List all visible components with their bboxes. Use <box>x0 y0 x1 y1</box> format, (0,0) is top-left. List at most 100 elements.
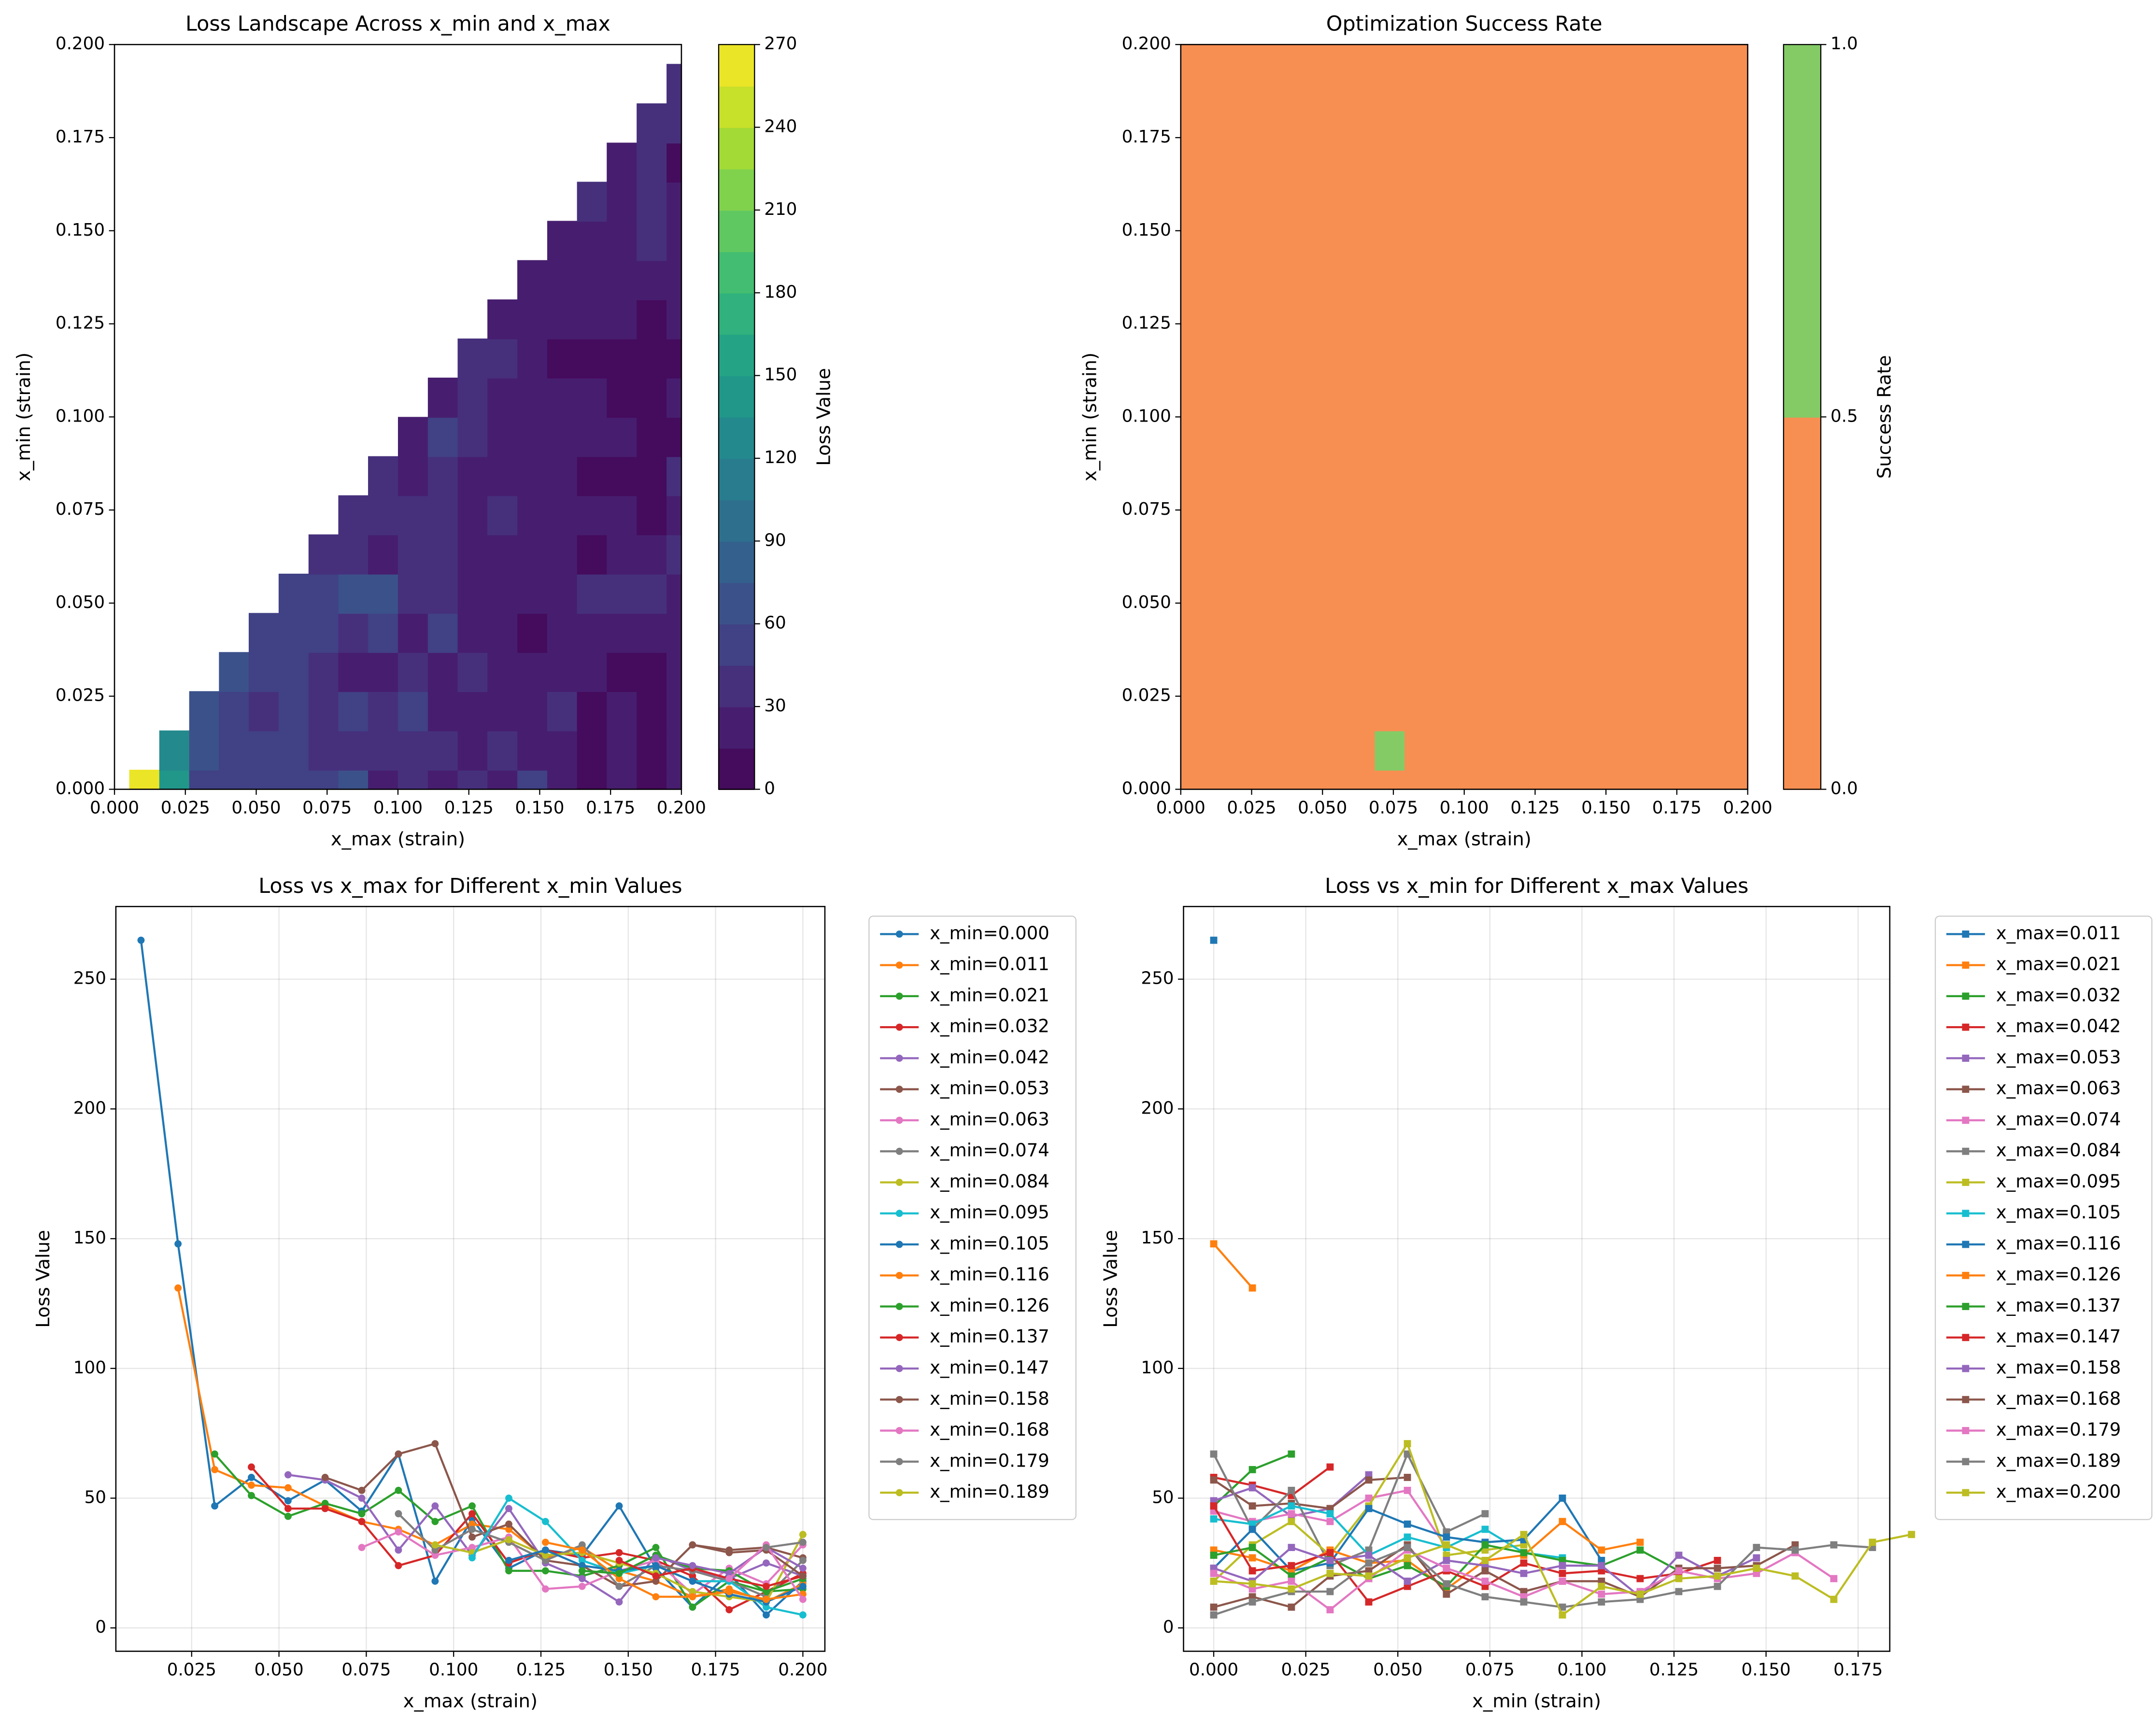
contour-cell <box>667 691 681 732</box>
contour-cell <box>517 299 548 339</box>
marker <box>1326 1557 1334 1564</box>
marker <box>1598 1546 1605 1554</box>
legend-marker <box>895 1023 903 1031</box>
contour-cell <box>1524 377 1555 418</box>
legend-label: x_min=0.032 <box>930 1016 1050 1037</box>
legend-marker <box>1962 1086 1970 1093</box>
marker <box>541 1539 549 1546</box>
contour-cell <box>368 534 399 575</box>
marker <box>284 1497 292 1505</box>
legend-label: x_min=0.053 <box>930 1078 1050 1099</box>
contour-cell <box>1180 534 1197 575</box>
legend-label: x_min=0.084 <box>930 1171 1050 1192</box>
contour-cell <box>1732 64 1748 104</box>
contour-cell <box>1315 103 1346 144</box>
marker <box>395 1450 402 1458</box>
contour-cell <box>1464 377 1495 418</box>
contour-cell <box>517 339 548 379</box>
contour-cell <box>1195 730 1227 771</box>
contour-cell <box>637 182 667 222</box>
contour-cell <box>1494 456 1525 496</box>
contour-cell <box>1285 182 1316 222</box>
contour-cell <box>1195 417 1227 457</box>
contour-cell <box>1673 770 1704 790</box>
colorbar-band <box>719 210 755 253</box>
contour-cell <box>607 534 638 575</box>
colorbar-band <box>719 458 755 501</box>
legend-marker <box>895 1086 903 1093</box>
series-line <box>1213 1243 1253 1289</box>
contour-cell <box>1613 574 1645 614</box>
contour-cell <box>637 770 667 790</box>
colorbar-band <box>719 541 755 583</box>
marker <box>248 1492 255 1499</box>
contour-cell <box>1732 574 1748 614</box>
contour-cell <box>1702 260 1734 300</box>
marker <box>1365 1505 1373 1512</box>
colorbar-band <box>719 375 755 418</box>
y-tick-label: 0.050 <box>56 593 105 612</box>
marker <box>1288 1544 1295 1551</box>
contour-cell <box>1464 770 1495 790</box>
contour-cell <box>1732 495 1748 536</box>
marker <box>652 1577 660 1585</box>
marker <box>1481 1557 1489 1564</box>
contour-cell <box>1702 495 1734 536</box>
contour-cell <box>1583 182 1615 222</box>
legend-marker <box>1962 1396 1970 1403</box>
contour-cell <box>1524 299 1555 339</box>
legend-marker <box>895 1271 903 1279</box>
legend-label: x_max=0.053 <box>1996 1047 2121 1068</box>
x-tick-label: 0.075 <box>302 798 352 818</box>
contour-cell <box>1195 103 1227 144</box>
contour-cell <box>637 495 667 536</box>
marker <box>799 1582 807 1590</box>
contour-cell <box>427 456 459 496</box>
contour-cell <box>1613 417 1645 457</box>
marker <box>689 1577 696 1585</box>
contour-cell <box>1702 456 1734 496</box>
contour-cell <box>457 495 488 536</box>
contour-cell <box>607 182 638 222</box>
contour-cell <box>1315 260 1346 300</box>
series-line <box>545 1541 803 1601</box>
contour-cell <box>1464 691 1495 732</box>
marker <box>1288 1510 1295 1518</box>
contour-cell <box>517 260 548 300</box>
axes-frame <box>1180 43 1748 790</box>
marker <box>284 1471 292 1479</box>
x-tick-label: 0.025 <box>161 798 210 818</box>
marker <box>1520 1549 1528 1556</box>
legend-marker <box>1962 1210 1970 1217</box>
contour-cell <box>1583 44 1615 65</box>
contour-cell <box>577 730 608 771</box>
marker <box>1365 1476 1373 1484</box>
contour-cell <box>1195 456 1227 496</box>
contour-cell <box>1464 142 1495 183</box>
contour-cell <box>517 691 548 732</box>
contour-cell <box>517 770 548 790</box>
marker <box>431 1541 439 1549</box>
legend-box <box>1934 916 2153 1520</box>
y-tick-label: 50 <box>1152 1487 1174 1507</box>
contour-cell <box>1464 652 1495 692</box>
contour-cell <box>248 730 280 771</box>
contour-cell <box>368 613 399 653</box>
contour-cell <box>1375 730 1405 771</box>
contour-cell <box>1494 339 1525 379</box>
x-tick-label: 0.150 <box>604 1660 653 1680</box>
legend-marker <box>895 961 903 969</box>
legend-label: x_max=0.095 <box>1996 1171 2121 1192</box>
marker <box>395 1510 402 1518</box>
axes-frame <box>113 43 682 790</box>
colorbar-tick-label: 1.0 <box>1830 34 1858 54</box>
contour-cell <box>457 534 488 575</box>
marker <box>1288 1577 1295 1585</box>
y-tick-label: 0.200 <box>56 34 105 54</box>
marker <box>431 1552 439 1559</box>
contour-cell <box>1180 260 1197 300</box>
contour-cell <box>1524 495 1555 536</box>
legend-marker <box>895 1179 903 1186</box>
contour-cell <box>607 260 638 300</box>
